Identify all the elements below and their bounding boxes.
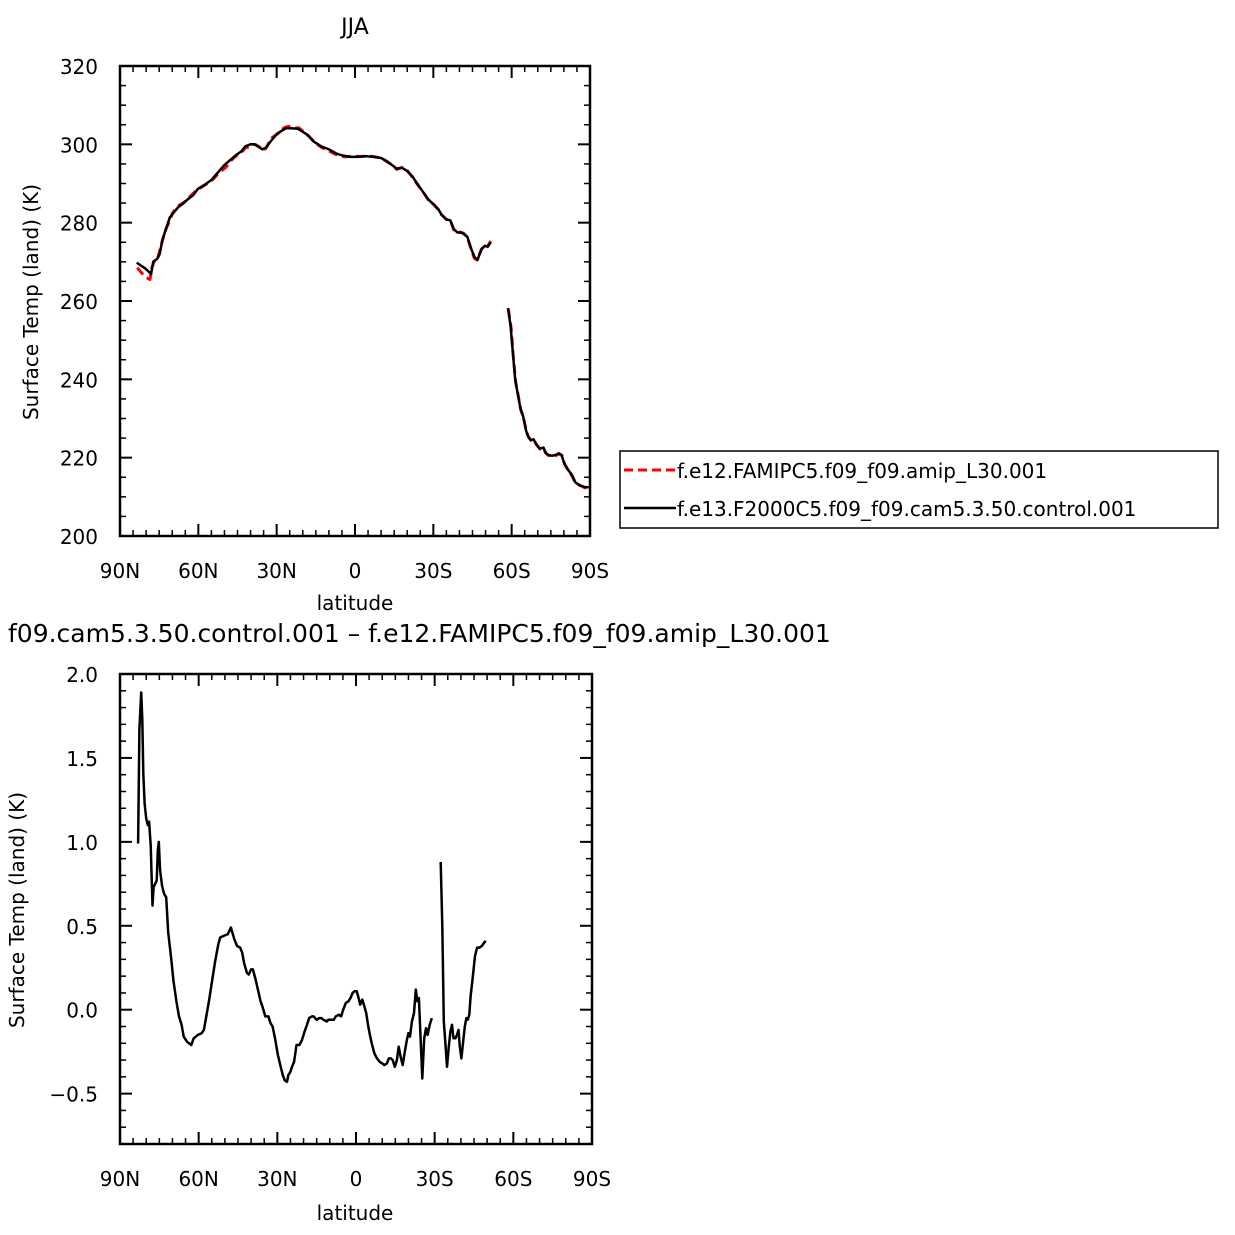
bottom-x-tick-label: 30S: [416, 1167, 454, 1191]
top-series-1-line-segment-0: [135, 127, 492, 276]
bottom-x-tick-label: 60S: [494, 1167, 532, 1191]
top-y-tick-label: 220: [60, 447, 98, 471]
bottom-x-tick-label: 90N: [100, 1167, 140, 1191]
bottom-axis-ticks: [119, 673, 593, 1145]
legend-label-amip: f.e12.FAMIPC5.f09_f09.amip_L30.001: [677, 459, 1047, 483]
top-series-1-line-segment-1: [506, 307, 589, 489]
top-x-tick-label: 60S: [493, 559, 531, 583]
legend-label-control: f.e13.F2000C5.f09_f09.cam5.3.50.control.…: [677, 497, 1136, 521]
top-x-tick-label: 0: [349, 559, 362, 583]
top-y-tick-label: 280: [60, 212, 98, 236]
top-y-tick-label: 300: [60, 133, 98, 157]
top-x-tick-label: 60N: [178, 559, 218, 583]
bottom-y-tick-label: 0.0: [66, 999, 98, 1023]
bottom-x-tick-label: 30N: [257, 1167, 297, 1191]
bottom-series-lines: [136, 691, 487, 1084]
bottom-panel: f09.cam5.3.50.control.001 – f.e12.FAMIPC…: [5, 619, 831, 1225]
top-series-lines: [135, 124, 589, 490]
bottom-tick-labels: 90N 60N 30N 0 30S 60S 90S 2.0 1.5 1.0 0.5 0.0 −0.5: [49, 663, 611, 1191]
bottom-y-tick-label: 0.5: [66, 915, 98, 939]
top-axis-ticks: [119, 65, 591, 537]
top-x-tick-label: 30N: [256, 559, 296, 583]
bottom-chart-title: f09.cam5.3.50.control.001 – f.e12.FAMIPC…: [8, 619, 831, 648]
top-plot-frame: [118, 64, 592, 538]
bottom-y-tick-label: 1.0: [66, 831, 98, 855]
top-tick-labels: 90N 60N 30N 0 30S 60S 90S 200 220 240 260 280 300 320: [60, 55, 609, 583]
top-y-tick-label: 200: [60, 525, 98, 549]
bottom-x-tick-label: 60N: [178, 1167, 218, 1191]
top-x-tick-label: 30S: [414, 559, 452, 583]
legend: f.e12.FAMIPC5.f09_f09.amip_L30.001 f.e13…: [619, 450, 1219, 529]
legend-box: [619, 450, 1219, 529]
top-y-axis-label: Surface Temp (land) (K): [19, 184, 43, 420]
top-y-tick-label: 320: [60, 55, 98, 79]
top-x-tick-label: 90S: [571, 559, 609, 583]
top-panel: JJA Surface Temp (land) (K) latitude 90N…: [19, 15, 609, 615]
bottom-plot-frame: [118, 672, 594, 1146]
bottom-series-0-line-segment-1: [439, 861, 487, 1069]
bottom-series-0-line-segment-0: [136, 691, 433, 1084]
top-y-tick-label: 240: [60, 368, 98, 392]
bottom-y-tick-label: 2.0: [66, 663, 98, 687]
bottom-x-axis-label: latitude: [317, 1201, 394, 1225]
bottom-x-tick-label: 0: [350, 1167, 363, 1191]
top-x-axis-label: latitude: [317, 591, 394, 615]
bottom-x-tick-label: 90S: [573, 1167, 611, 1191]
top-series-0-line-segment-1: [506, 308, 589, 490]
top-series-0-line-segment-0: [136, 124, 493, 281]
bottom-y-tick-label: −0.5: [49, 1083, 98, 1107]
bottom-y-tick-label: 1.5: [66, 747, 98, 771]
top-chart-title: JJA: [339, 15, 369, 40]
top-x-tick-label: 90N: [100, 559, 140, 583]
bottom-y-axis-label: Surface Temp (land) (K): [5, 792, 29, 1028]
top-y-tick-label: 260: [60, 290, 98, 314]
